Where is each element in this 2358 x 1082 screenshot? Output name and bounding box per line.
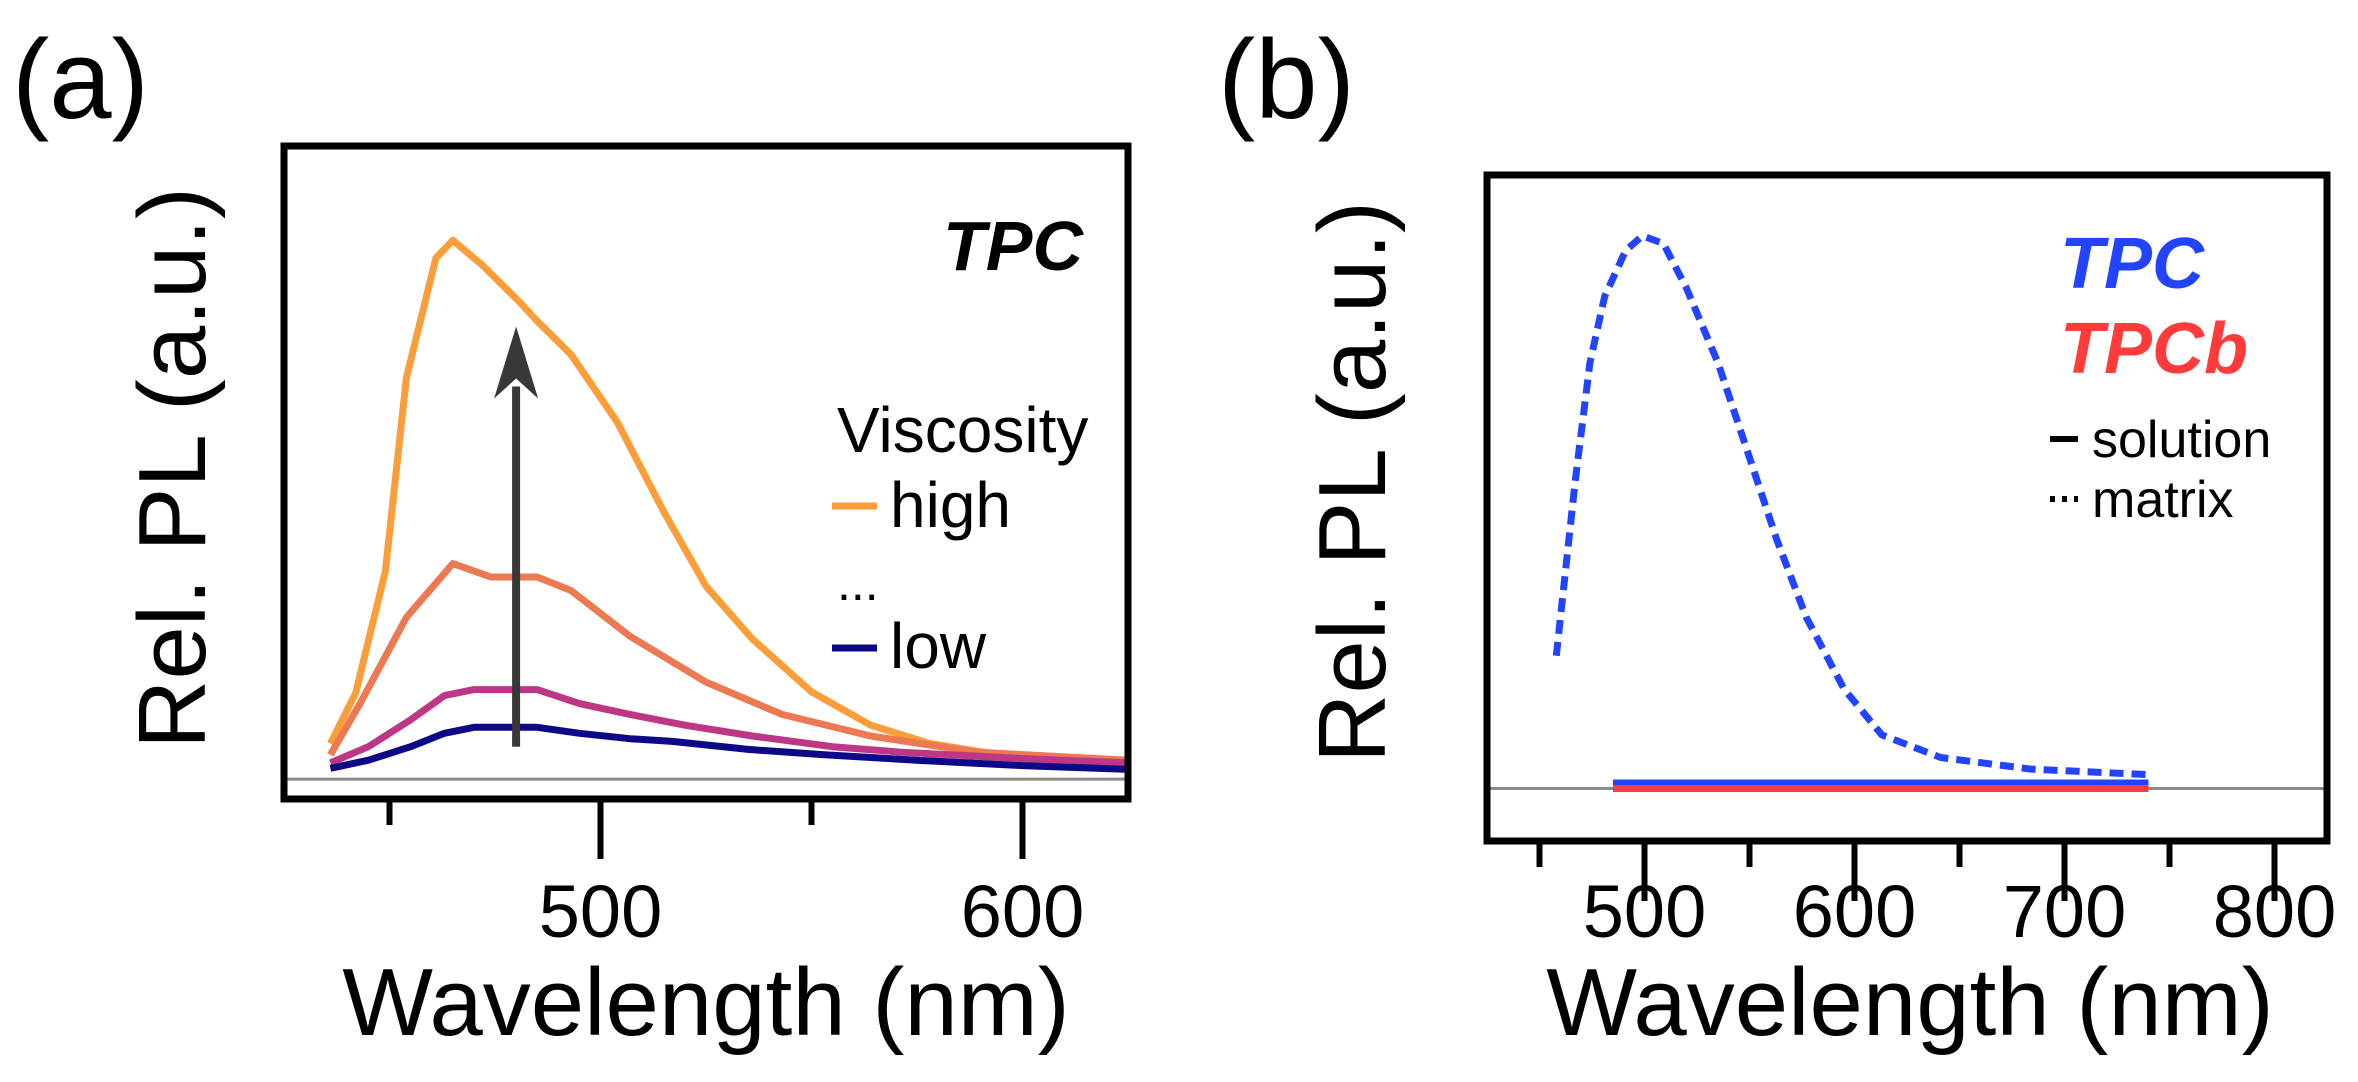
x-tick-label: 800: [2213, 870, 2336, 953]
legend-label-tpc: TPC: [2060, 224, 2205, 304]
annotation-tpc: TPC: [943, 207, 1084, 285]
panel-label-a: (a): [12, 17, 149, 142]
y-axis-label-a: Rel. PL (a.u.): [119, 187, 226, 749]
legend-label-ellipsis: ...: [837, 555, 879, 611]
series-line-2: [329, 686, 1129, 767]
plot-frame: [1483, 171, 2331, 845]
x-axis-label-b: Wavelength (nm): [1546, 949, 2273, 1056]
y-axis-label-b: Rel. PL (a.u.): [1299, 201, 1406, 763]
legend-label-low: low: [890, 610, 987, 682]
series-line-high: [327, 236, 1129, 770]
legend-label-high: high: [890, 469, 1011, 541]
x-tick-label: 700: [2003, 870, 2126, 953]
viscosity-arrow-head-icon: [494, 326, 539, 399]
plot-area-b: 500 600 700 800: [1483, 171, 2336, 953]
x-tick-label: 500: [539, 870, 662, 953]
panel-a-chart: Rel. PL (a.u.) Wavelength (nm) TPC Visco…: [119, 142, 1132, 1056]
series-line-low: [329, 723, 1129, 773]
legend-label-solution: solution: [2092, 411, 2271, 469]
legend-title-viscosity: Viscosity: [837, 394, 1088, 466]
plot-area-a: 500 600: [280, 142, 1132, 953]
x-tick-label: 600: [961, 870, 1084, 953]
legend-label-matrix: matrix: [2092, 471, 2234, 529]
panel-label-b: (b): [1218, 17, 1355, 142]
x-axis-label-a: Wavelength (nm): [342, 949, 1069, 1056]
series-line-tpc-matrix: [1552, 232, 2149, 779]
x-tick-label: 500: [1583, 870, 1706, 953]
plot-frame: [280, 142, 1132, 803]
legend-label-tpcb: TPCb: [2060, 309, 2248, 389]
panel-b-chart: Rel. PL (a.u.) Wavelength (nm) TPC TPCb …: [1299, 171, 2336, 1056]
x-tick-label: 600: [1793, 870, 1916, 953]
series-line-1: [327, 560, 1129, 764]
